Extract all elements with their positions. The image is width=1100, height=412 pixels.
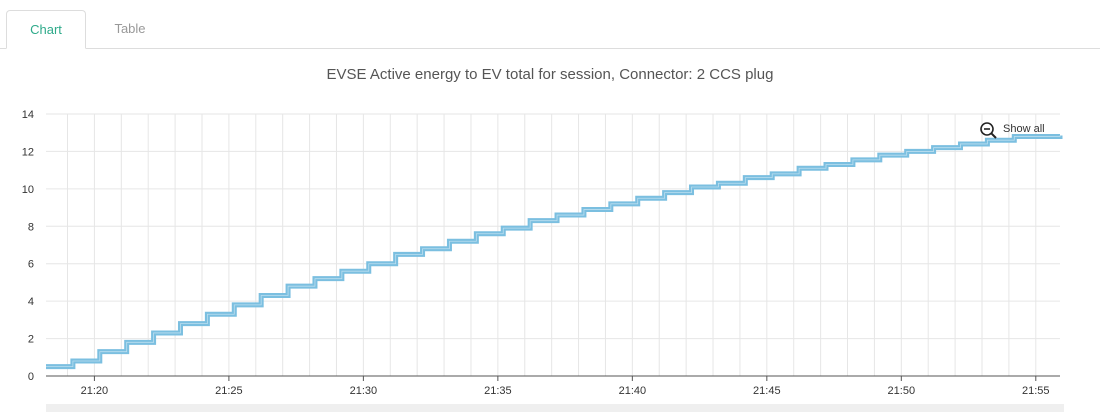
chart-title: EVSE Active energy to EV total for sessi… [326, 66, 774, 83]
x-tick-label: 21:30 [350, 385, 378, 397]
y-tick-label: 10 [22, 184, 34, 196]
x-tick-label: 21:45 [753, 385, 781, 397]
y-tick-label: 12 [22, 146, 34, 158]
tab-bar: Chart Table [0, 0, 1100, 49]
zoom-out-icon [980, 122, 997, 139]
x-tick-label: 21:50 [888, 385, 916, 397]
x-tick-label: 21:20 [81, 385, 109, 397]
y-tick-label: 14 [22, 109, 34, 121]
y-tick-label: 8 [28, 221, 34, 233]
x-tick-label: 21:35 [484, 385, 512, 397]
y-tick-label: 6 [28, 259, 34, 271]
x-tick-label: 21:40 [619, 385, 647, 397]
tab-divider [0, 48, 1100, 49]
y-tick-label: 2 [28, 334, 34, 346]
series-line-highlight [46, 135, 1061, 368]
x-tick-label: 21:55 [1022, 385, 1050, 397]
y-tick-label: 4 [28, 296, 34, 308]
tab-chart[interactable]: Chart [6, 10, 86, 49]
tab-table[interactable]: Table [114, 21, 146, 36]
horizontal-scrollbar[interactable] [46, 404, 1064, 412]
x-tick-label: 21:25 [215, 385, 243, 397]
show-all-label: Show all [1003, 123, 1045, 135]
series-line [46, 133, 1063, 370]
y-tick-label: 0 [28, 371, 34, 383]
